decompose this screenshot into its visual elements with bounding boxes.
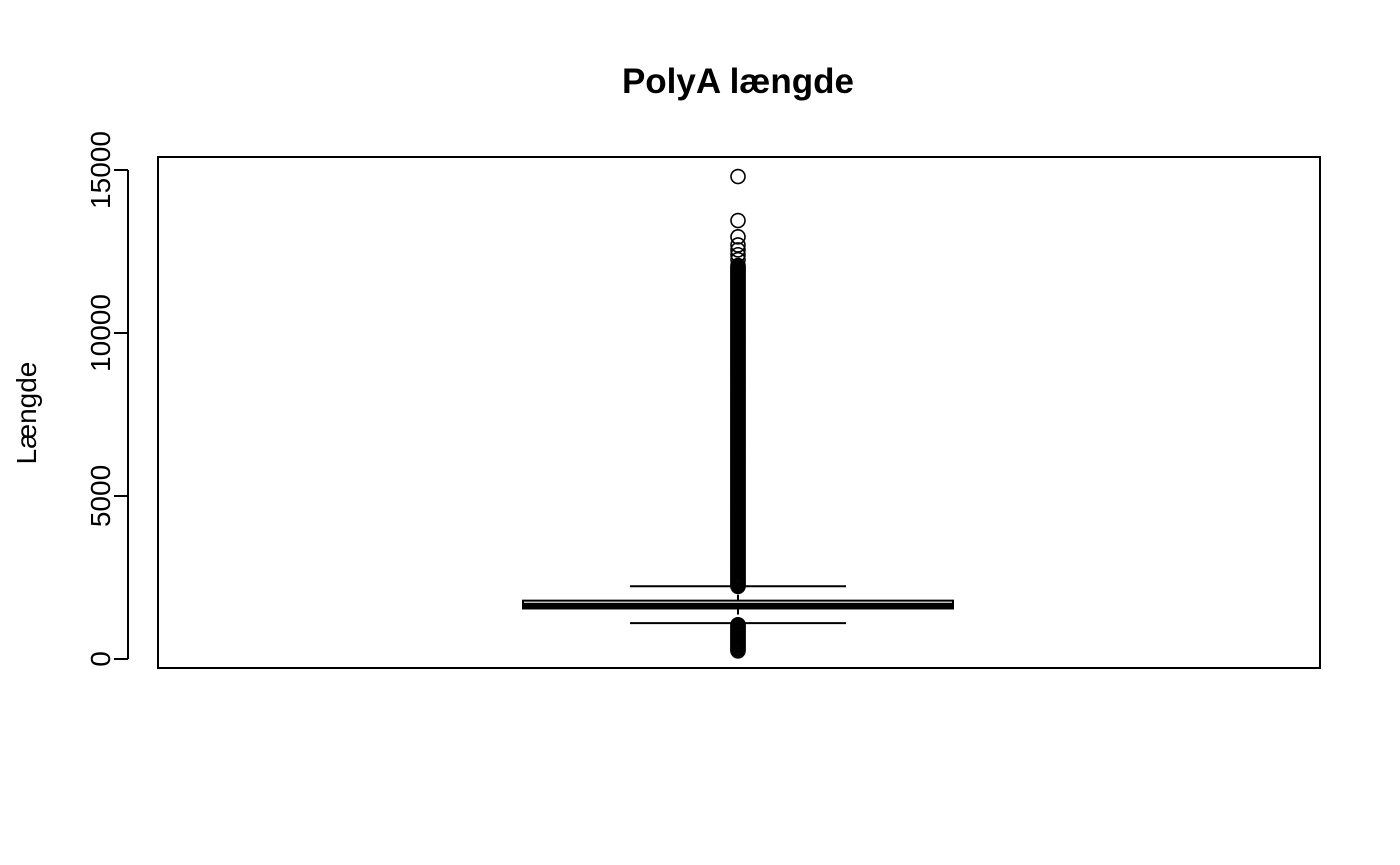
plot-area	[522, 168, 954, 659]
y-axis: 0 5000 10000 15000	[85, 131, 129, 667]
y-tick-label: 5000	[85, 465, 116, 527]
outlier-point	[730, 257, 746, 274]
outlier-point	[730, 229, 746, 245]
y-tick-label: 15000	[85, 131, 116, 209]
outlier-point	[730, 212, 746, 229]
outlier-point	[730, 251, 746, 268]
outlier-point	[730, 168, 746, 185]
y-tick-label: 0	[85, 651, 116, 667]
outlier-point	[730, 242, 746, 258]
outlier-point	[730, 616, 746, 633]
plot-frame	[157, 156, 1321, 669]
y-axis-label: Længde	[11, 362, 42, 465]
chart-title: PolyA længde	[622, 62, 854, 101]
y-tick-label: 10000	[85, 294, 116, 372]
outlier-point	[730, 246, 746, 263]
